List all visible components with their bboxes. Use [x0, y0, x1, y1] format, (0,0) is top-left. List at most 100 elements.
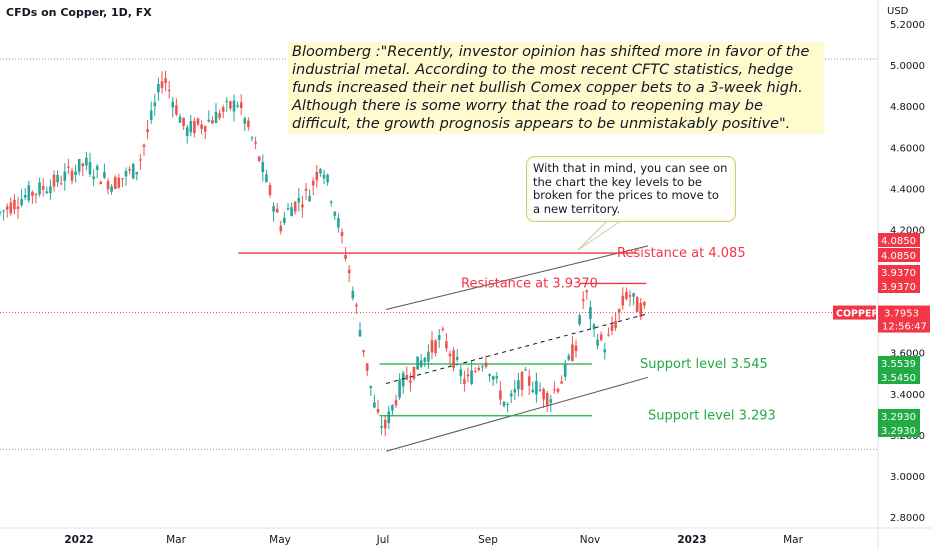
- candle: [585, 289, 589, 300]
- quote-note: Bloomberg :"Recently, investor opinion h…: [288, 42, 824, 134]
- candle: [625, 287, 628, 301]
- support-label-1: Support level 3.545: [640, 357, 768, 372]
- candle: [189, 114, 193, 137]
- candle: [394, 394, 398, 408]
- axis-price-tag: 3.9370: [878, 279, 920, 293]
- y-tick-label: 4.6000: [890, 143, 925, 154]
- candle: [520, 370, 524, 397]
- candle: [448, 350, 452, 366]
- candle: [308, 189, 311, 202]
- axis-price-tag-text: 3.2930: [881, 426, 916, 437]
- candle: [553, 381, 556, 394]
- candle: [261, 154, 265, 182]
- axis-price-tag-text: 4.0850: [881, 236, 916, 247]
- channel-line-upper[interactable]: [386, 245, 649, 311]
- candle: [2, 209, 5, 221]
- candle: [517, 372, 520, 397]
- candle: [412, 366, 416, 381]
- candle: [571, 336, 574, 362]
- candle: [85, 151, 88, 171]
- candle: [524, 367, 527, 371]
- candle: [311, 177, 315, 196]
- candle: [581, 291, 585, 309]
- candle: [221, 104, 225, 119]
- candle: [409, 372, 412, 392]
- candle: [545, 390, 549, 412]
- candle: [167, 81, 171, 99]
- candle: [574, 339, 578, 358]
- channel-line-mid[interactable]: [385, 313, 649, 384]
- candle: [484, 355, 488, 369]
- axis-price-tag: 3.5539: [878, 356, 920, 370]
- candle: [268, 182, 272, 198]
- support-label-2: Support level 3.293: [648, 409, 776, 424]
- candle: [103, 163, 106, 180]
- channel-line-lower[interactable]: [385, 376, 649, 452]
- candle: [175, 98, 178, 117]
- candle: [207, 110, 211, 123]
- candle: [178, 113, 182, 124]
- y-tick-label: 4.2000: [890, 225, 925, 236]
- candle: [128, 166, 131, 175]
- candle: [347, 265, 351, 283]
- axis-price-tag-text: 3.5450: [881, 373, 916, 384]
- candle: [513, 379, 517, 400]
- candle: [610, 316, 614, 336]
- axis-price-tag-text: 4.0850: [881, 251, 916, 262]
- candle: [589, 300, 592, 330]
- candle: [527, 369, 531, 396]
- candle: [41, 178, 45, 197]
- candle: [329, 200, 333, 207]
- x-tick-label: Jul: [376, 534, 390, 546]
- candle: [63, 162, 67, 191]
- axis-price-tag-text: 3.5539: [881, 359, 916, 370]
- candle: [491, 375, 495, 386]
- candle: [117, 173, 121, 189]
- candle: [592, 322, 596, 338]
- candle: [599, 331, 603, 342]
- axis-price-tag: 3.2930: [878, 423, 920, 437]
- last-price-text: 3.7953: [884, 309, 919, 320]
- candle: [232, 94, 236, 122]
- candle: [455, 349, 459, 362]
- y-tick-label: 4.4000: [890, 184, 925, 195]
- candle: [416, 356, 419, 370]
- candle: [632, 292, 635, 306]
- candle: [185, 124, 189, 144]
- axis-price-tag: 3.5450: [878, 370, 920, 384]
- candle: [16, 196, 20, 219]
- candle: [459, 363, 463, 385]
- candle: [603, 342, 607, 360]
- currency-label: USD: [887, 6, 909, 17]
- candle: [110, 184, 113, 195]
- candle: [142, 143, 146, 156]
- axis-price-tag-text: 3.9370: [881, 282, 916, 293]
- candle: [214, 103, 218, 124]
- candle: [211, 116, 214, 124]
- candle: [549, 394, 553, 413]
- candle: [0, 210, 2, 216]
- candle: [236, 101, 239, 109]
- candle: [643, 301, 646, 309]
- candle: [193, 117, 196, 138]
- axis-price-tag: 4.0850: [878, 248, 920, 262]
- y-tick-label: 4.8000: [890, 102, 925, 113]
- candle: [387, 405, 391, 430]
- candle: [297, 188, 301, 212]
- candle: [322, 169, 326, 184]
- candle: [121, 178, 124, 188]
- candle: [437, 329, 441, 348]
- candle: [52, 170, 56, 192]
- candle: [542, 387, 545, 408]
- resistance-label-2: Resistance at 3.9370: [461, 276, 598, 291]
- x-tick-label: May: [269, 534, 291, 546]
- x-tick-label: Mar: [783, 534, 803, 546]
- candle: [477, 365, 481, 372]
- candle: [452, 347, 455, 372]
- y-tick-label: 5.2000: [890, 20, 925, 31]
- x-tick-label: Mar: [166, 534, 186, 546]
- candle: [617, 308, 621, 321]
- candle: [23, 188, 27, 201]
- candle: [243, 116, 247, 132]
